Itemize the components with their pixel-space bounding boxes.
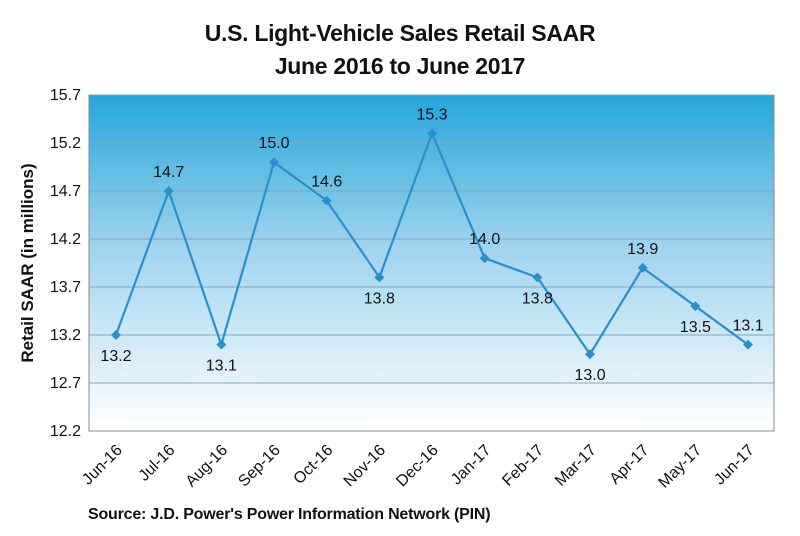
x-tick-label: Aug-16	[183, 442, 232, 491]
y-tick-label: 13.7	[50, 279, 81, 296]
y-tick-label: 15.2	[50, 135, 81, 152]
source-note: Source: J.D. Power's Power Information N…	[88, 506, 491, 523]
data-label: 15.0	[258, 135, 289, 152]
x-tick-label: Oct-16	[291, 442, 337, 488]
data-point	[163, 186, 174, 196]
x-tick-label: Feb-17	[499, 442, 547, 490]
gridlines	[89, 94, 774, 384]
data-label: 13.1	[732, 318, 763, 335]
data-point	[637, 262, 648, 273]
y-tick-label: 14.7	[50, 183, 81, 200]
data-label: 13.2	[100, 348, 131, 365]
y-tick-label: 13.2	[50, 327, 81, 344]
data-label: 13.8	[522, 290, 553, 307]
data-label: 15.3	[416, 106, 447, 123]
y-tick-label: 14.2	[50, 231, 81, 248]
data-label: 14.6	[311, 174, 342, 191]
y-tick-label: 15.7	[50, 87, 81, 104]
x-tick-label: Apr-17	[607, 442, 653, 488]
x-tick-label: Jun-16	[79, 442, 126, 489]
data-point	[427, 128, 437, 139]
x-tick-label: Dec-16	[393, 442, 442, 491]
x-tick-label: Nov-16	[341, 442, 390, 491]
data-point	[374, 272, 385, 283]
data-point	[479, 253, 490, 264]
y-tick-label: 12.2	[50, 423, 81, 440]
y-axis-label: Retail SAAR (in millions)	[18, 163, 37, 362]
data-label: 14.0	[469, 231, 500, 248]
y-axis-ticks: 12.2 12.7 13.2 13.7 14.2 14.7 15.2 15.7	[50, 87, 81, 440]
chart-title: U.S. Light-Vehicle Sales Retail SAAR	[204, 20, 596, 46]
data-label: 13.9	[627, 241, 658, 258]
data-point	[321, 195, 332, 206]
data-point	[743, 339, 753, 350]
data-labels: 13.2 14.7 13.1 15.0 14.6 13.8 15.3 14.0 13.8 13.0…	[100, 106, 763, 384]
data-point	[585, 349, 595, 360]
y-tick-label: 12.7	[50, 375, 81, 392]
data-point	[690, 301, 701, 312]
x-tick-label: Jul-16	[136, 442, 179, 485]
data-points	[111, 128, 753, 360]
x-tick-label: Mar-17	[552, 442, 600, 490]
data-point	[216, 339, 227, 350]
chart-subtitle: June 2016 to June 2017	[274, 53, 526, 79]
data-label: 13.0	[574, 367, 605, 384]
x-tick-label: Sep-16	[235, 442, 284, 491]
data-point	[269, 157, 279, 168]
x-tick-label: Jan-17	[448, 442, 495, 489]
data-label: 13.8	[364, 290, 395, 307]
plot-area	[88, 94, 775, 432]
data-label: 13.1	[206, 358, 237, 375]
data-point	[532, 272, 543, 283]
x-tick-label: May-17	[655, 442, 705, 492]
data-label: 14.7	[153, 164, 184, 181]
x-axis-ticks: Jun-16 Jul-16 Aug-16 Sep-16 Oct-16 Nov-16 Dec-…	[79, 442, 758, 492]
x-tick-label: Jun-17	[711, 442, 758, 489]
data-label: 13.5	[680, 319, 711, 336]
